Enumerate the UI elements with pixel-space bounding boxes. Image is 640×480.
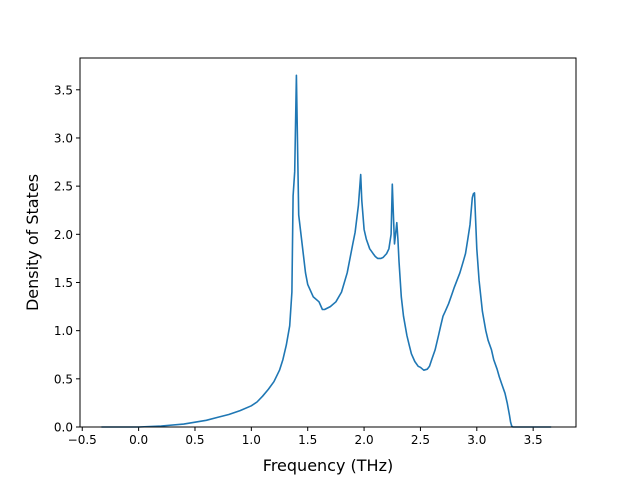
x-axis-ticks: −0.5 0.0 0.5 1.0 1.5 2.0 2.5 3.0 3.5	[68, 427, 543, 447]
plot-frame	[79, 57, 577, 428]
y-tick-label: 2.5	[54, 180, 73, 194]
y-tick-label: 2.0	[54, 228, 73, 242]
x-tick-label: 2.0	[355, 433, 374, 447]
x-tick-label: −0.5	[68, 433, 97, 447]
x-tick-label: 3.0	[467, 433, 486, 447]
y-tick-label: 3.0	[54, 131, 73, 145]
y-axis-ticks: 0.0 0.5 1.0 1.5 2.0 2.5 3.0 3.5	[54, 83, 80, 435]
x-axis-title: Frequency (THz)	[263, 456, 393, 475]
y-tick-label: 3.5	[54, 83, 73, 97]
x-tick-label: 0.5	[185, 433, 204, 447]
x-tick-label: 2.5	[411, 433, 430, 447]
y-tick-label: 1.5	[54, 276, 73, 290]
y-tick-label: 0.5	[54, 372, 73, 386]
x-tick-label: 3.5	[524, 433, 543, 447]
x-tick-label: 1.0	[242, 433, 261, 447]
y-tick-label: 1.0	[54, 324, 73, 338]
y-axis-title: Density of States	[23, 174, 42, 311]
series-lines	[101, 74, 552, 428]
y-tick-label: 0.0	[54, 421, 73, 435]
dos-series-line	[101, 74, 552, 428]
x-tick-label: 0.0	[129, 433, 148, 447]
x-tick-label: 1.5	[298, 433, 317, 447]
